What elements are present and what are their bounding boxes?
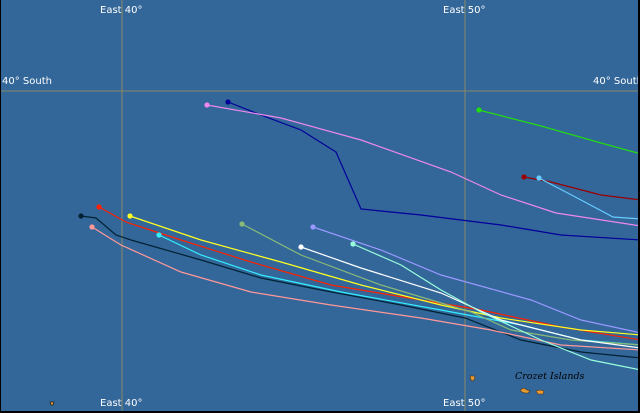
track-start-dot	[476, 107, 482, 113]
track-violet	[204, 102, 638, 227]
track-path	[523, 176, 638, 201]
label-crozet-islands: Crozet Islands	[515, 371, 585, 382]
island-small-sw	[49, 401, 55, 406]
track-path	[98, 206, 638, 341]
track-start-dot	[536, 175, 542, 181]
track-path	[300, 246, 638, 349]
track-start-dot	[156, 232, 162, 238]
track-path	[227, 101, 638, 241]
track-start-dot	[310, 224, 316, 230]
track-path	[206, 104, 638, 227]
track-mint	[350, 241, 638, 371]
crozet-islands-landmass	[49, 375, 545, 406]
track-navy	[225, 99, 638, 241]
label-east-40-bottom: East 40°	[100, 398, 143, 409]
track-red	[96, 204, 638, 341]
track-start-dot	[350, 241, 356, 247]
track-path	[129, 215, 638, 336]
track-black	[78, 213, 638, 359]
track-start-dot	[521, 174, 527, 180]
track-start-dot	[89, 224, 95, 230]
track-white	[298, 244, 638, 349]
track-sage	[239, 221, 638, 346]
label-east-50-top: East 50°	[443, 5, 486, 16]
track-path	[312, 226, 638, 333]
label-east-50-bottom: East 50°	[443, 398, 486, 409]
label-40-south-right: 40° South	[593, 76, 640, 87]
track-start-dot	[127, 213, 133, 219]
track-path	[91, 226, 638, 351]
label-40-south-left: 40° South	[2, 76, 52, 87]
track-path	[241, 223, 638, 346]
track-yellow	[127, 213, 638, 336]
track-green	[476, 107, 638, 154]
track-path	[352, 243, 638, 371]
island-possession	[519, 387, 531, 394]
track-periwinkle	[310, 224, 638, 333]
track-start-dot	[225, 99, 231, 105]
island-east	[535, 389, 545, 395]
track-path	[80, 215, 638, 359]
track-start-dot	[96, 204, 102, 210]
track-path	[478, 109, 638, 154]
track-skyblue	[536, 175, 638, 220]
storm-tracks	[78, 99, 638, 371]
track-start-dot	[239, 221, 245, 227]
island-west	[469, 375, 476, 382]
track-start-dot	[204, 102, 210, 108]
label-east-40-top: East 40°	[100, 5, 143, 16]
track-pink	[89, 224, 638, 351]
track-start-dot	[78, 213, 84, 219]
track-start-dot	[298, 244, 304, 250]
track-path	[538, 177, 638, 220]
